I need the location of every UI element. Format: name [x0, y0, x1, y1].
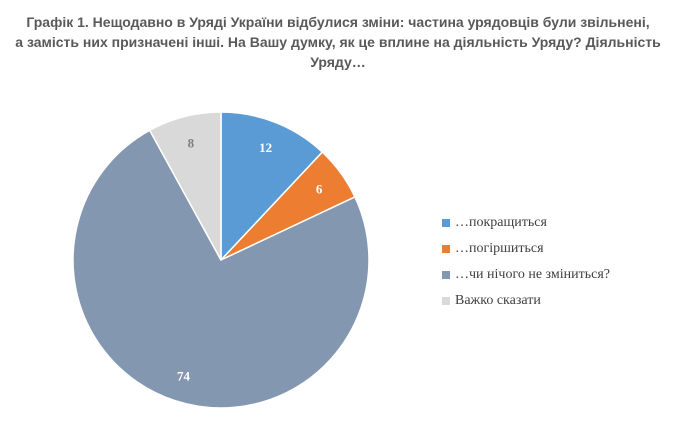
legend-swatch-worsen: [442, 245, 450, 253]
data-label-no-change: 74: [177, 368, 191, 383]
chart-title-line-1: Графік 1. Нещодавно в Уряді України відб…: [26, 14, 650, 30]
legend-label-no-change: …чи нічого не зміниться?: [455, 267, 610, 282]
data-label-worsen: 6: [316, 182, 323, 197]
legend-label-improve: …покращиться: [455, 215, 547, 230]
legend-item-worsen: …погіршиться: [442, 236, 610, 262]
legend-swatch-no-change: [442, 271, 450, 279]
data-label-improve: 12: [259, 140, 272, 155]
chart-title: Графік 1. Нещодавно в Уряді України відб…: [0, 12, 676, 72]
legend-item-hard-to-say: Важко сказати: [442, 288, 610, 314]
legend-label-hard-to-say: Важко сказати: [455, 293, 541, 308]
pie-slice-no-change: [72, 129, 370, 409]
legend-swatch-improve: [442, 219, 450, 227]
legend-swatch-hard-to-say: [442, 297, 450, 305]
pie-slice-improve: [220, 111, 324, 262]
legend-item-no-change: …чи нічого не зміниться?: [442, 262, 610, 288]
chart-title-line-3: Уряду…: [310, 54, 366, 70]
legend-item-improve: …покращиться: [442, 210, 610, 236]
chart-title-line-2: а замість них призначені інші. На Вашу д…: [15, 34, 661, 50]
legend-label-worsen: …погіршиться: [455, 241, 544, 256]
data-label-hard-to-say: 8: [188, 135, 195, 150]
chart-legend: …покращиться …погіршиться …чи нічого не …: [442, 210, 610, 314]
pie-slice-hard-to-say: [148, 111, 222, 261]
